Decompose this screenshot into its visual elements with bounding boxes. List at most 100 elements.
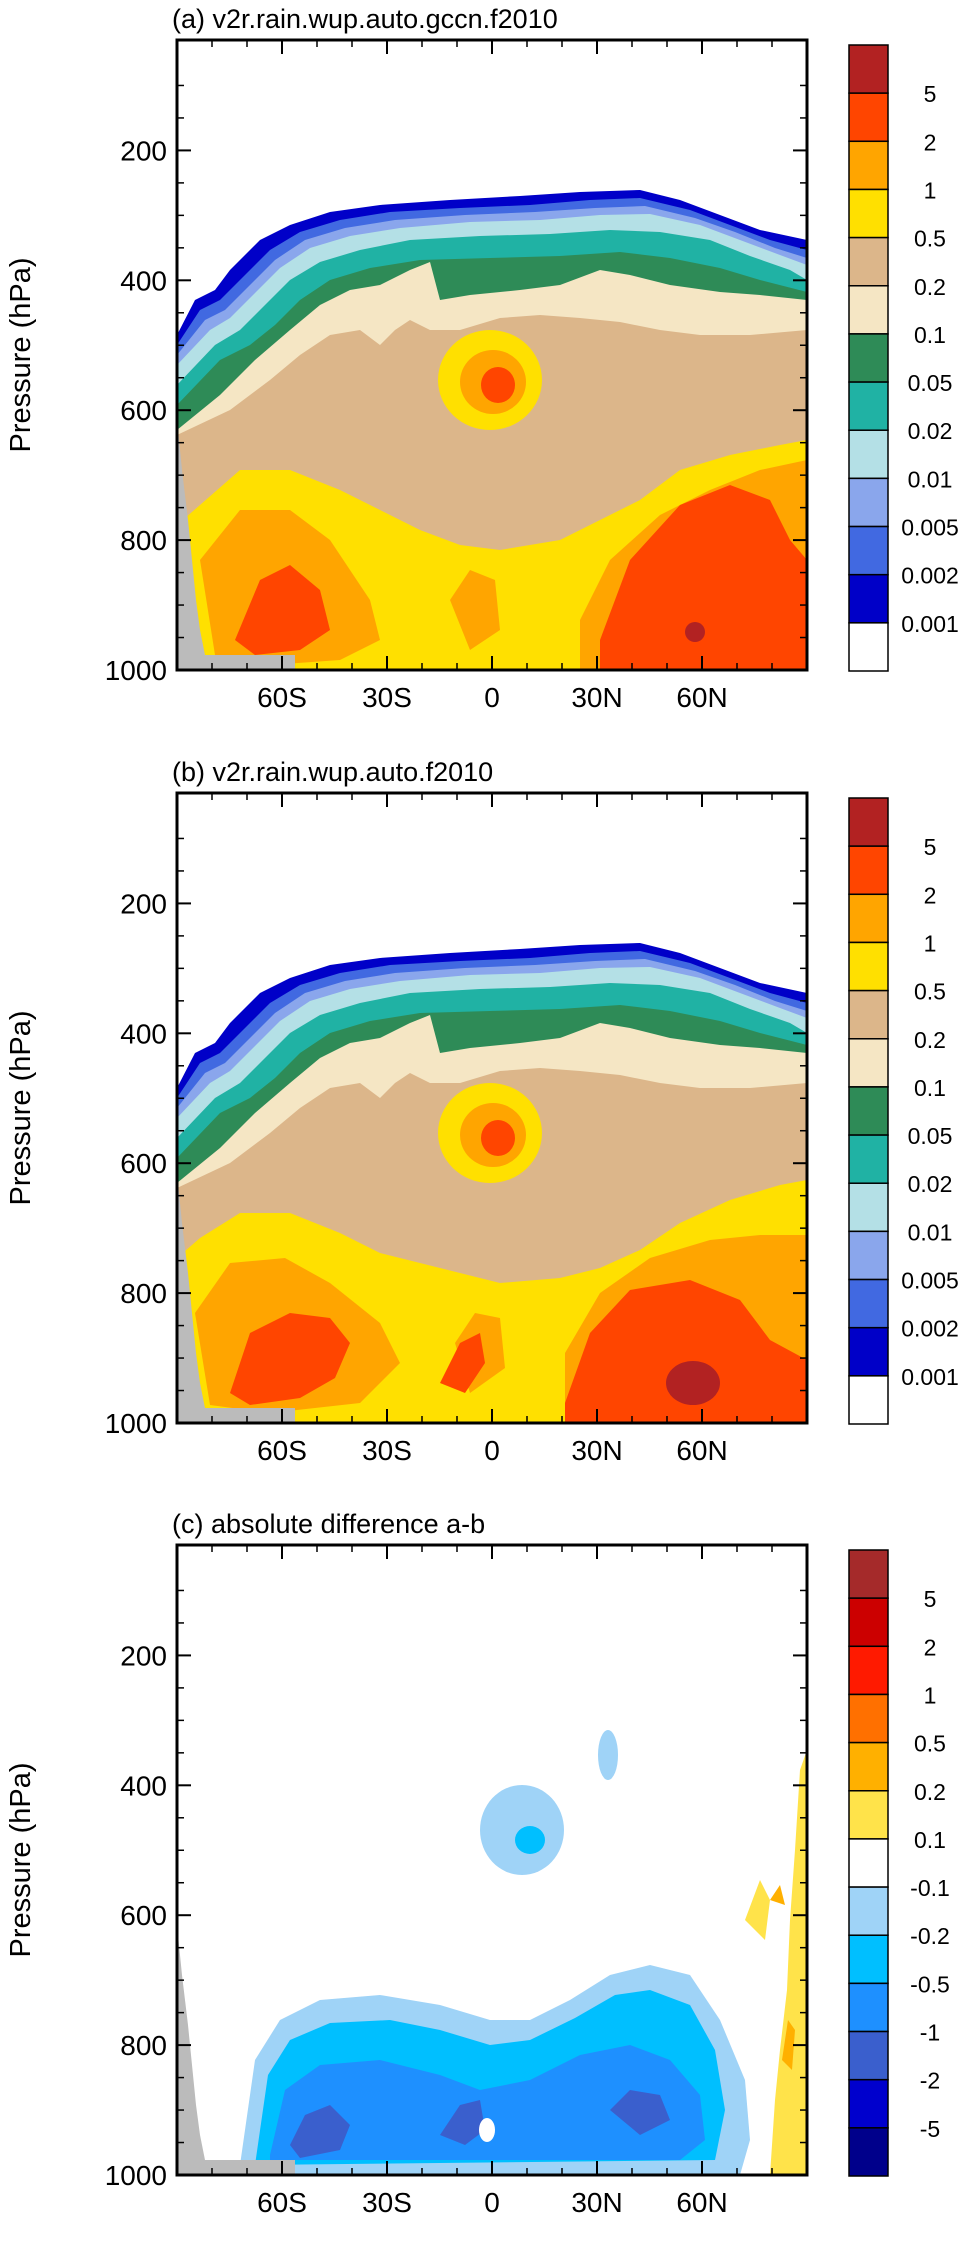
colorbar-label: 0.001: [901, 611, 959, 637]
y-tick-label: 200: [120, 1640, 167, 1671]
colorbar-label: 2: [924, 1634, 937, 1660]
x-tick-label: 30S: [362, 682, 412, 713]
colorbar-label: -0.5: [910, 1971, 950, 1997]
colorbar-label: 1: [924, 177, 937, 203]
x-tick-label: 30N: [571, 2187, 622, 2218]
colorbar-label: 0.002: [901, 563, 959, 589]
colorbar-box: [848, 1886, 889, 1936]
panel-b-ylabel: Pressure (hPa): [5, 1010, 37, 1205]
colorbar-label: 0.005: [901, 1268, 959, 1294]
panel-c-ylabel: Pressure (hPa): [5, 1762, 37, 1957]
colorbar-box: [848, 140, 889, 191]
panel-b-max-core-nh: [666, 1361, 720, 1405]
colorbar-label: 5: [924, 81, 937, 107]
panel-c: (c) absolute difference a-b Pressure (hP…: [5, 1509, 950, 2218]
panel-b-colorbar: 5 2 1 0.5 0.2 0.1 0.05 0.02 0.01 0.005 0.002 0.001: [848, 797, 959, 1425]
panel-a-contours: [177, 40, 807, 670]
colorbar-label: 0.2: [914, 274, 946, 300]
colorbar-box: [848, 2030, 889, 2081]
y-tick-label: 200: [120, 135, 167, 166]
colorbar-box: [848, 845, 889, 896]
y-tick-label: 400: [120, 1018, 167, 1049]
y-tick-label: 400: [120, 265, 167, 296]
panel-c-zero-gap: [479, 2118, 495, 2142]
colorbar-box: [848, 1278, 889, 1329]
panel-b-ticks: [177, 793, 807, 1424]
y-tick-label: 600: [120, 395, 167, 426]
y-tick-label: 400: [120, 1770, 167, 1801]
colorbar-box: [848, 236, 889, 287]
colorbar-box: [848, 893, 889, 944]
colorbar-label: 0.01: [908, 1219, 953, 1245]
colorbar-box: [848, 1230, 889, 1281]
colorbar-box: [848, 2127, 889, 2177]
colorbar-label: 0.2: [914, 1779, 946, 1805]
colorbar-box: [848, 941, 889, 992]
x-tick-label: 30S: [362, 1435, 412, 1466]
colorbar-label: 1: [924, 1682, 937, 1708]
x-tick-label: 0: [484, 1435, 500, 1466]
colorbar-box: [848, 622, 889, 672]
colorbar-box: [848, 381, 889, 431]
x-tick-label: 60N: [676, 2187, 727, 2218]
x-tick-label: 60S: [257, 682, 307, 713]
panel-c-topography: [177, 1925, 295, 2175]
colorbar-label: 0.1: [914, 1827, 946, 1853]
colorbar-box: [848, 1086, 889, 1136]
colorbar-box: [848, 333, 889, 383]
colorbar-label: 0.001: [901, 1364, 959, 1390]
colorbar-box: [848, 1134, 889, 1184]
colorbar-label: 0.5: [914, 226, 946, 252]
y-tick-label: 600: [120, 1900, 167, 1931]
y-tick-label: 200: [120, 888, 167, 919]
panel-a: (a) v2r.rain.wup.auto.gccn.f2010 Pressur…: [5, 4, 959, 713]
x-tick-label: 60N: [676, 1435, 727, 1466]
colorbar-label: 0.5: [914, 1731, 946, 1757]
colorbar-box: [848, 1934, 889, 1985]
panel-b-title: (b) v2r.rain.wup.auto.f2010: [172, 757, 493, 787]
colorbar-label: 0.05: [908, 370, 953, 396]
x-tick-label: 30N: [571, 682, 622, 713]
colorbar-label: 0.05: [908, 1123, 953, 1149]
colorbar-label: 0.1: [914, 322, 946, 348]
y-tick-label: 800: [120, 525, 167, 556]
colorbar-box: [848, 92, 889, 143]
x-tick-label: 60S: [257, 1435, 307, 1466]
panel-b-topography: [177, 1173, 295, 1423]
panel-a-max-core-nh: [685, 622, 705, 642]
panel-c-neg-04: [290, 2090, 670, 2158]
colorbar-box: [848, 1790, 889, 1840]
colorbar-box: [848, 1597, 889, 1648]
colorbar-label: 0.02: [908, 1171, 953, 1197]
panel-a-tick-labels: 60S 30S 0 30N 60N 200 400 600 800 1000: [105, 135, 728, 713]
panel-c-pos-02: [770, 1885, 795, 2070]
colorbar-box: [848, 1645, 889, 1696]
colorbar-box: [848, 429, 889, 480]
panel-c-title: (c) absolute difference a-b: [172, 1509, 485, 1539]
colorbar-label: 2: [924, 882, 937, 908]
panel-c-colorbar: 5 2 1 0.5 0.2 0.1 -0.1 -0.2 -0.5 -1 -2 -5: [848, 1549, 950, 2177]
panel-a-layer-011: [235, 485, 807, 670]
colorbar-label: 5: [924, 1586, 937, 1612]
colorbar-label: 0.02: [908, 418, 953, 444]
panel-c-neg-upper-nh: [598, 1730, 618, 1780]
colorbar-box: [848, 2078, 889, 2129]
panel-c-neg-03: [270, 2045, 705, 2160]
panel-a-title: (a) v2r.rain.wup.auto.gccn.f2010: [172, 4, 558, 34]
x-tick-label: 0: [484, 2187, 500, 2218]
colorbar-label: 2: [924, 129, 937, 155]
colorbar-label: -0.2: [910, 1923, 950, 1949]
colorbar-label: 0.005: [901, 515, 959, 541]
panel-b-contours: [177, 793, 807, 1423]
colorbar-box: [848, 525, 889, 576]
colorbar-box: [848, 1982, 889, 2033]
colorbar-label: -2: [920, 2068, 940, 2094]
colorbar-label: -5: [920, 2116, 940, 2142]
x-tick-label: 30N: [571, 1435, 622, 1466]
colorbar-box: [848, 1693, 889, 1744]
panel-a-ylabel: Pressure (hPa): [5, 257, 37, 452]
colorbar-label: 0.002: [901, 1316, 959, 1342]
colorbar-label: 1: [924, 930, 937, 956]
y-tick-label: 1000: [105, 655, 167, 686]
